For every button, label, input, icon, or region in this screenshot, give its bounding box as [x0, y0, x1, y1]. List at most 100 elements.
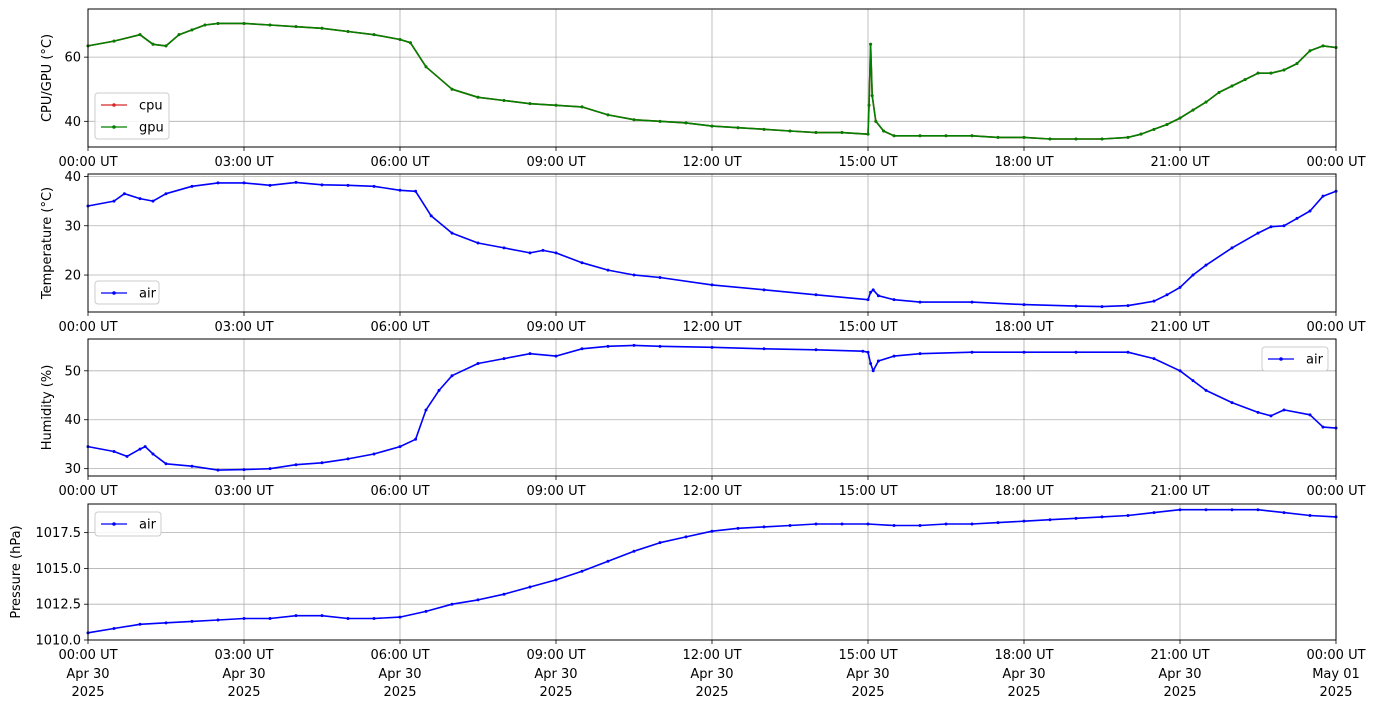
data-point-air — [476, 241, 480, 245]
data-point-gpu — [840, 131, 844, 135]
x-tick-label: 12:00 UT — [682, 320, 741, 335]
data-point-air — [112, 450, 116, 454]
data-point-gpu — [112, 39, 116, 43]
data-point-air — [1178, 369, 1182, 373]
data-point-air — [1126, 304, 1130, 308]
data-point-air — [762, 347, 766, 351]
subplot-4: 1010.0 1012.5 1015.0 1017.5 00:00 UT Apr 30 20… — [9, 503, 1366, 700]
data-point-gpu — [1178, 116, 1182, 120]
data-point-air — [1074, 516, 1078, 520]
data-point-gpu — [874, 119, 878, 123]
data-point-gpu — [476, 95, 480, 99]
data-point-air — [1230, 508, 1234, 512]
data-point-gpu — [1282, 68, 1286, 72]
data-point-gpu — [1074, 137, 1078, 141]
data-point-air — [216, 181, 220, 185]
data-point-air — [866, 522, 870, 526]
data-point-air — [112, 627, 116, 631]
y-tick-label: 40 — [64, 413, 81, 428]
y-tick-label: 1017.5 — [36, 526, 82, 541]
data-point-air — [1100, 515, 1104, 519]
data-point-gpu — [788, 129, 792, 133]
y-tick-label: 1015.0 — [36, 562, 82, 577]
legend-label-gpu: gpu — [139, 121, 164, 136]
legend: air — [1261, 346, 1329, 372]
data-point-gpu — [1217, 90, 1221, 94]
data-point-gpu — [164, 44, 168, 48]
legend-marker-cpu — [112, 103, 116, 107]
data-point-gpu — [294, 25, 298, 29]
x-tick-label: 21:00 UT — [1150, 155, 1209, 170]
y-axis-label: Temperature (°C) — [40, 187, 55, 300]
x-tick-label: 15:00 UT — [838, 320, 897, 335]
y-tick-label: 50 — [64, 364, 81, 379]
data-point-air — [372, 184, 376, 188]
data-point-gpu — [268, 23, 272, 27]
x-tick-label: 18:00 UT — [994, 484, 1053, 499]
data-point-air — [346, 457, 350, 461]
data-point-gpu — [869, 42, 873, 46]
x-date-label: 2025 — [227, 685, 260, 700]
data-point-air — [424, 408, 428, 412]
data-point-gpu — [918, 134, 922, 138]
data-point-gpu — [882, 129, 886, 133]
data-point-gpu — [736, 126, 740, 130]
data-point-gpu — [1048, 137, 1052, 141]
legend-box — [94, 511, 162, 537]
x-tick-label: 15:00 UT — [838, 484, 897, 499]
legend: cpu gpu — [94, 92, 170, 140]
data-point-air — [502, 246, 506, 250]
y-tick-label: 1010.0 — [36, 634, 82, 649]
data-point-air — [190, 619, 194, 623]
data-point-air — [580, 347, 584, 351]
legend-label-air: air — [139, 518, 157, 533]
x-date-label: Apr 30 — [1158, 667, 1201, 682]
legend-box — [1261, 346, 1329, 372]
legend-marker-air — [112, 291, 116, 295]
data-point-air — [1100, 305, 1104, 309]
x-date-label: May 01 — [1312, 667, 1360, 682]
data-point-air — [762, 525, 766, 529]
y-tick-label: 40 — [64, 170, 81, 185]
data-point-air — [476, 598, 480, 602]
x-tick-label: 12:00 UT — [682, 484, 741, 499]
subplot-2: 20 30 40 00:00 UT 03:00 UT 06:00 UT 09:00 UT 12… — [40, 170, 1366, 335]
data-point-air — [658, 344, 662, 348]
data-point-air — [814, 348, 818, 352]
data-point-gpu — [684, 121, 688, 125]
x-tick-label: 00:00 UT — [58, 648, 117, 663]
data-point-air — [528, 585, 532, 589]
data-point-air — [684, 535, 688, 539]
data-point-gpu — [814, 131, 818, 135]
data-point-air — [1282, 224, 1286, 228]
y-tick-label: 30 — [64, 462, 81, 477]
data-point-air — [346, 183, 350, 187]
data-point-air — [372, 452, 376, 456]
x-date-label: 2025 — [1163, 685, 1196, 700]
x-tick-label: 00:00 UT — [1306, 648, 1365, 663]
data-point-air — [294, 463, 298, 467]
data-point-gpu — [996, 135, 1000, 139]
x-tick-label: 00:00 UT — [1306, 320, 1365, 335]
data-point-air — [710, 345, 714, 349]
data-point-air — [320, 614, 324, 618]
data-point-air — [1204, 508, 1208, 512]
data-point-air — [996, 521, 1000, 525]
x-tick-label: 18:00 UT — [994, 648, 1053, 663]
x-date-label: Apr 30 — [222, 667, 265, 682]
data-point-air — [1295, 216, 1299, 220]
data-point-air — [1321, 425, 1325, 429]
data-point-air — [476, 361, 480, 365]
x-tick-label: 00:00 UT — [1306, 484, 1365, 499]
data-point-air — [242, 617, 246, 621]
data-point-air — [658, 276, 662, 279]
data-point-air — [125, 454, 129, 458]
data-point-air — [320, 461, 324, 465]
data-point-air — [1165, 293, 1169, 297]
data-point-air — [1256, 410, 1260, 414]
x-tick-label: 00:00 UT — [58, 484, 117, 499]
x-tick-label: 09:00 UT — [526, 320, 585, 335]
data-point-gpu — [177, 33, 181, 37]
data-point-air — [1022, 519, 1026, 523]
data-point-gpu — [970, 134, 974, 138]
